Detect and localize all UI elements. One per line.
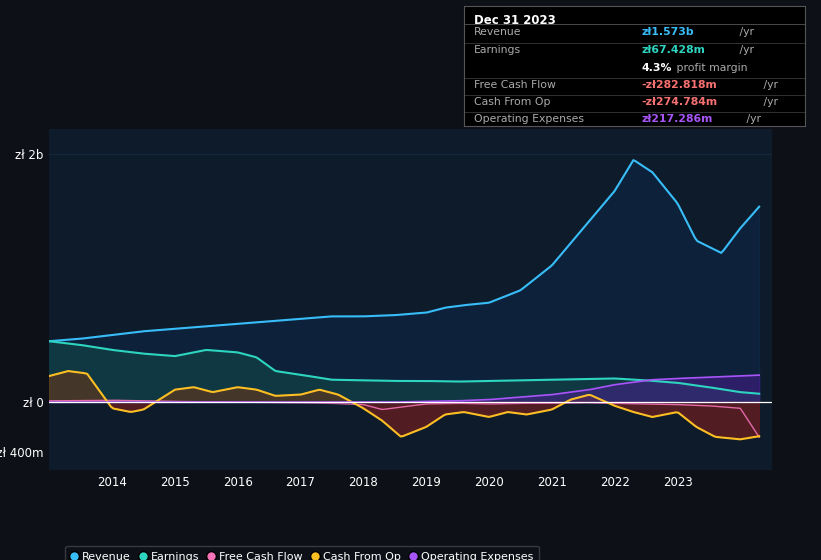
Text: 4.3%: 4.3% <box>641 63 672 73</box>
Text: Dec 31 2023: Dec 31 2023 <box>474 14 556 27</box>
Legend: Revenue, Earnings, Free Cash Flow, Cash From Op, Operating Expenses: Revenue, Earnings, Free Cash Flow, Cash … <box>66 546 539 560</box>
Text: /yr: /yr <box>743 114 761 124</box>
Text: Earnings: Earnings <box>474 45 521 55</box>
Text: Cash From Op: Cash From Op <box>474 97 551 107</box>
Text: zł1.573b: zł1.573b <box>641 27 694 38</box>
Text: Operating Expenses: Operating Expenses <box>474 114 584 124</box>
Text: zł217.286m: zł217.286m <box>641 114 713 124</box>
Text: /yr: /yr <box>736 45 754 55</box>
Text: Free Cash Flow: Free Cash Flow <box>474 80 556 90</box>
Text: -zł274.784m: -zł274.784m <box>641 97 718 107</box>
Text: -zł282.818m: -zł282.818m <box>641 80 717 90</box>
Text: /yr: /yr <box>760 97 778 107</box>
Text: Revenue: Revenue <box>474 27 521 38</box>
Text: /yr: /yr <box>736 27 754 38</box>
Text: zł67.428m: zł67.428m <box>641 45 705 55</box>
Text: profit margin: profit margin <box>673 63 748 73</box>
Text: /yr: /yr <box>760 80 778 90</box>
